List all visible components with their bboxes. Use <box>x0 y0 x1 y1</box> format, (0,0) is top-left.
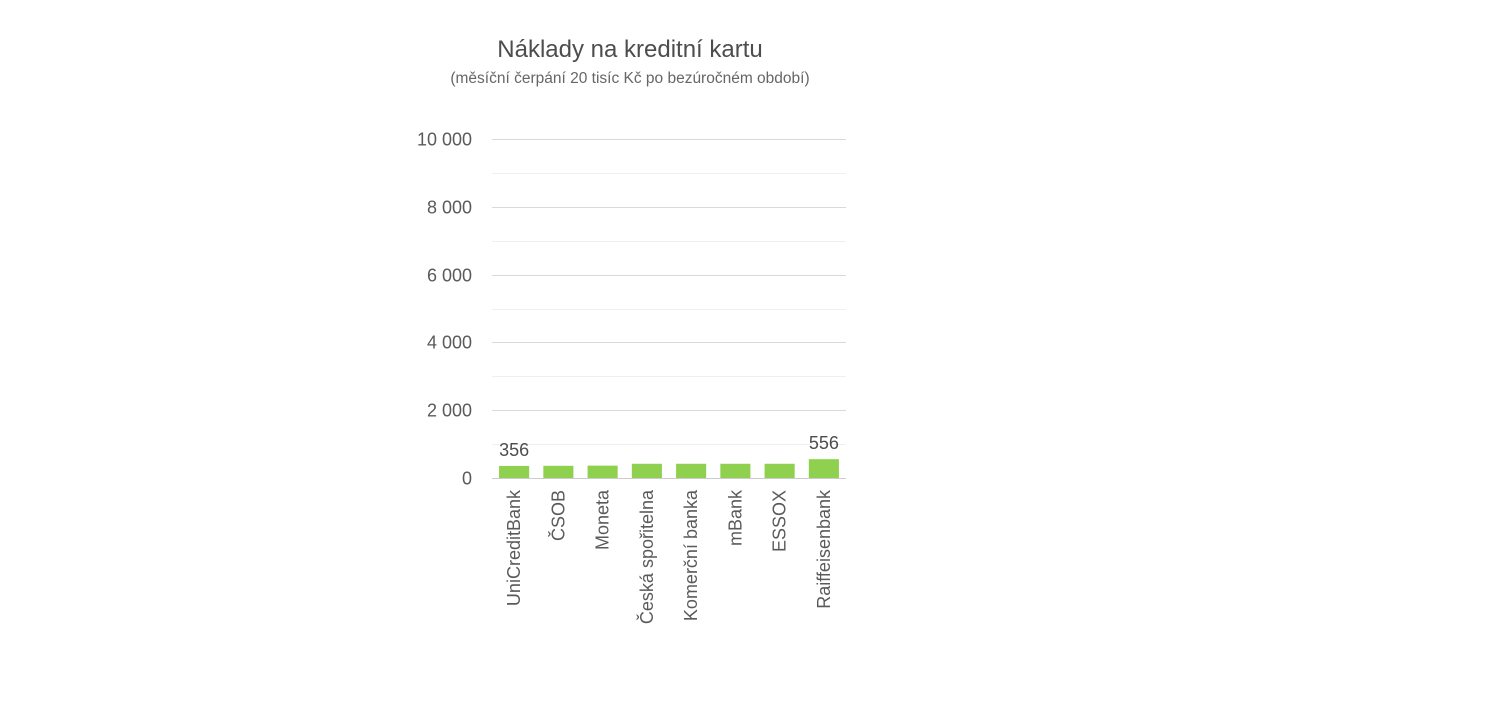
x-category-label: ČSOB <box>547 490 568 541</box>
bar <box>764 463 795 478</box>
bar <box>720 463 751 478</box>
y-tick-label: 0 <box>462 469 472 489</box>
bar <box>587 465 618 478</box>
chart-title: Náklady na kreditní kartu <box>497 36 763 63</box>
x-category-label: mBank <box>725 489 745 546</box>
y-tick-label: 10 000 <box>417 130 472 150</box>
bar <box>808 459 839 478</box>
x-category-label: Raiffeisenbank <box>814 489 834 609</box>
bar <box>543 465 574 478</box>
y-tick-label: 6 000 <box>427 266 472 286</box>
x-category-label: Komerční banka <box>681 489 701 621</box>
bar <box>631 463 662 478</box>
x-category-label: UniCreditBank <box>504 489 524 606</box>
x-category-label: ESSOX <box>770 490 790 552</box>
chart-subtitle: (měsíční čerpání 20 tisíc Kč po bezúročn… <box>450 70 810 87</box>
x-category-label: Moneta <box>593 489 613 550</box>
y-tick-label: 4 000 <box>427 333 472 353</box>
y-tick-label: 8 000 <box>427 198 472 218</box>
y-tick-label: 2 000 <box>427 401 472 421</box>
x-category-label: Česká spořitelna <box>636 489 657 624</box>
bar <box>499 465 530 478</box>
data-label: 556 <box>809 433 839 453</box>
data-label: 356 <box>499 440 529 460</box>
bar <box>676 463 707 478</box>
